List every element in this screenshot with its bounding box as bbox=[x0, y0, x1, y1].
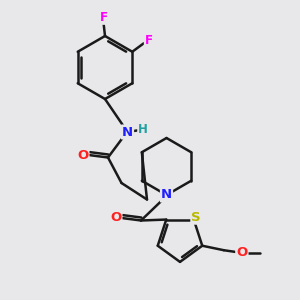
Text: O: O bbox=[236, 246, 248, 259]
Text: H: H bbox=[138, 123, 148, 136]
Text: F: F bbox=[145, 34, 153, 47]
Text: F: F bbox=[100, 11, 107, 24]
Text: O: O bbox=[77, 148, 88, 162]
Text: S: S bbox=[191, 211, 201, 224]
Text: N: N bbox=[161, 188, 172, 202]
Text: N: N bbox=[122, 125, 133, 139]
Text: O: O bbox=[110, 211, 122, 224]
